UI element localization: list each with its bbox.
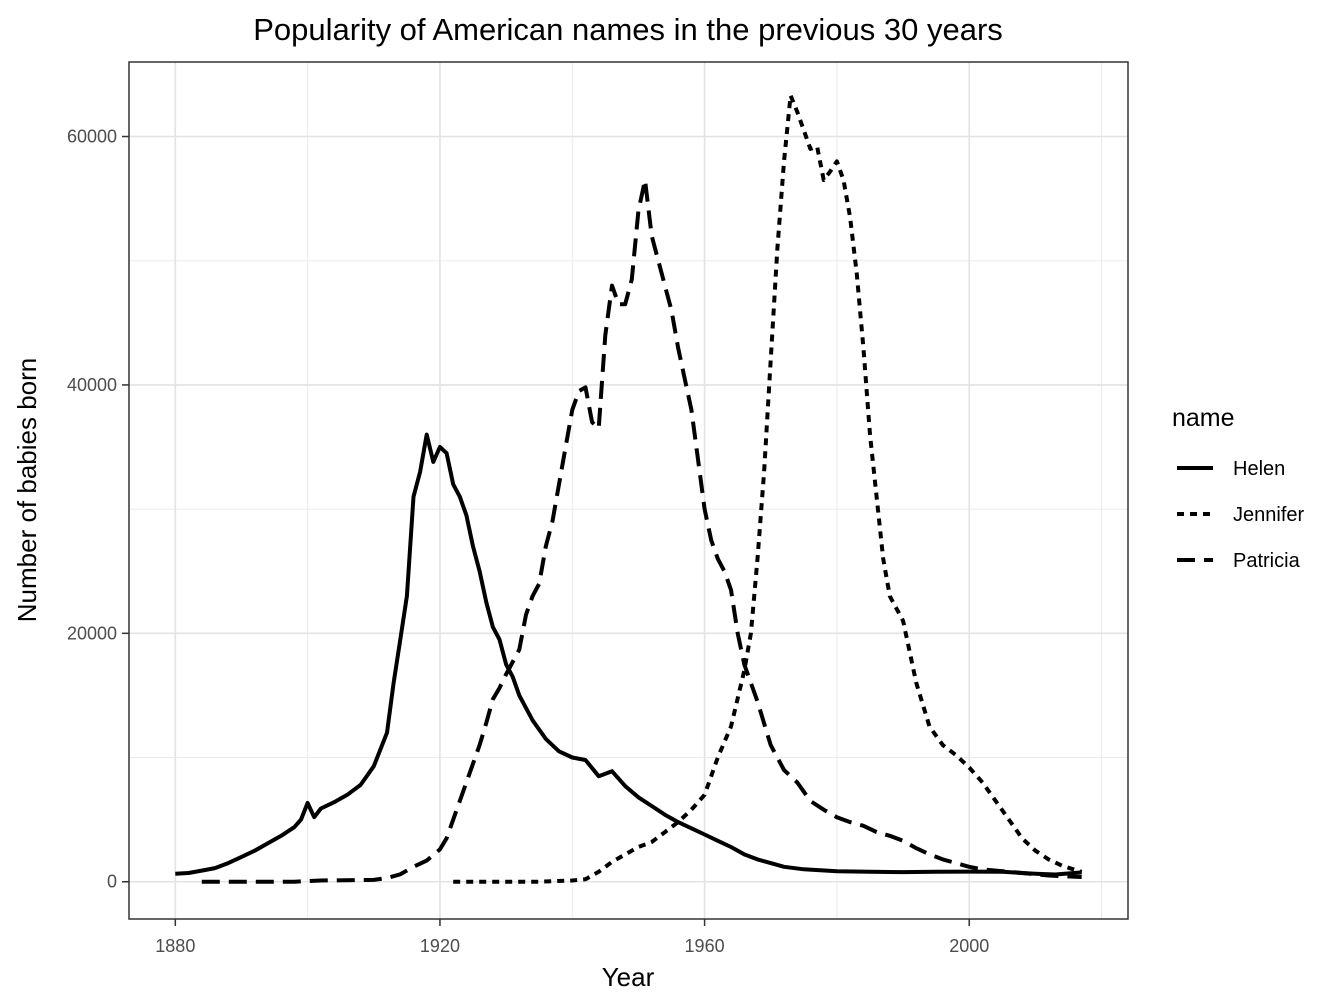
chart-title: Popularity of American names in the prev… bbox=[253, 12, 1003, 47]
legend: name Helen Jennifer Patricia bbox=[1172, 404, 1304, 572]
y-tick-label: 20000 bbox=[67, 623, 117, 643]
series-line-patricia bbox=[201, 178, 1082, 884]
x-tick-label: 1920 bbox=[420, 936, 460, 956]
legend-label-patricia: Patricia bbox=[1233, 550, 1301, 572]
x-tick-label: 1960 bbox=[685, 936, 725, 956]
x-tick-label: 2000 bbox=[949, 936, 989, 956]
y-tick-label: 60000 bbox=[67, 127, 117, 147]
legend-label-jennifer: Jennifer bbox=[1233, 504, 1304, 526]
series-lines bbox=[175, 93, 1083, 884]
y-tick-label: 40000 bbox=[67, 375, 117, 395]
series-line-helen bbox=[175, 432, 1082, 877]
x-axis-title: Year bbox=[602, 962, 655, 992]
y-axis-ticks: 0 20000 40000 60000 bbox=[67, 127, 129, 892]
legend-title: name bbox=[1172, 404, 1235, 432]
legend-label-helen: Helen bbox=[1233, 458, 1285, 480]
series-line-jennifer bbox=[453, 93, 1083, 884]
x-axis-ticks: 1880 1920 1960 2000 bbox=[155, 919, 989, 956]
plot-panel-border bbox=[128, 61, 1129, 920]
x-tick-label: 1880 bbox=[155, 936, 195, 956]
y-axis-title: Number of babies born bbox=[12, 358, 42, 622]
y-tick-label: 0 bbox=[107, 872, 117, 892]
